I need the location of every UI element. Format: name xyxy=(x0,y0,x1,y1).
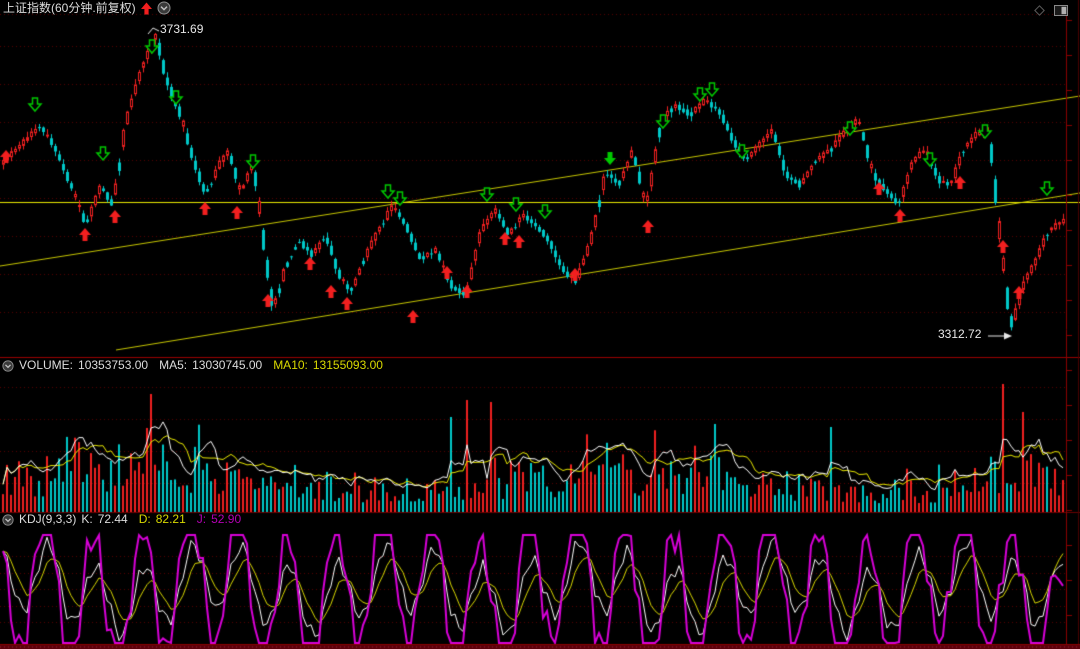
kdj-indicator-header: KDJ(9,3,3) K: 72.44 D: 82.21 J: 52.90 xyxy=(2,513,247,526)
trend-up-icon xyxy=(140,2,153,15)
kdj-j-label: J: xyxy=(196,512,207,526)
low-price-label: 3312.72 xyxy=(938,327,982,341)
kdj-k-value: 72.44 xyxy=(97,512,128,526)
peak-price-label: 3731.69 xyxy=(160,22,204,36)
collapse-chevron-icon[interactable] xyxy=(157,1,171,15)
symbol-title: 上证指数(60分钟.前复权) xyxy=(3,0,136,15)
volume-ma10-value: 13155093.00 xyxy=(312,358,383,372)
volume-collapse-icon[interactable] xyxy=(2,359,14,372)
window-controls xyxy=(1033,4,1068,17)
volume-ma5-value: 13030745.00 xyxy=(192,358,263,372)
volume-value: 10353753.00 xyxy=(78,358,149,372)
volume-label: VOLUME: xyxy=(19,358,74,372)
kdj-label: KDJ(9,3,3) xyxy=(19,512,77,526)
kdj-j-value: 52.90 xyxy=(211,512,242,526)
kdj-d-label: D: xyxy=(138,512,151,526)
window-icon[interactable] xyxy=(1054,5,1068,16)
main-chart-header: 上证指数(60分钟.前复权) xyxy=(3,1,171,15)
volume-ma5-label: MA5: xyxy=(159,358,188,372)
volume-ma10-label: MA10: xyxy=(273,358,308,372)
diamond-icon[interactable] xyxy=(1033,4,1046,17)
kdj-collapse-icon[interactable] xyxy=(2,513,14,526)
kdj-d-value: 82.21 xyxy=(155,512,186,526)
volume-indicator-header: VOLUME: 10353753.00 MA5: 13030745.00 MA1… xyxy=(2,359,389,372)
kdj-k-label: K: xyxy=(81,512,93,526)
